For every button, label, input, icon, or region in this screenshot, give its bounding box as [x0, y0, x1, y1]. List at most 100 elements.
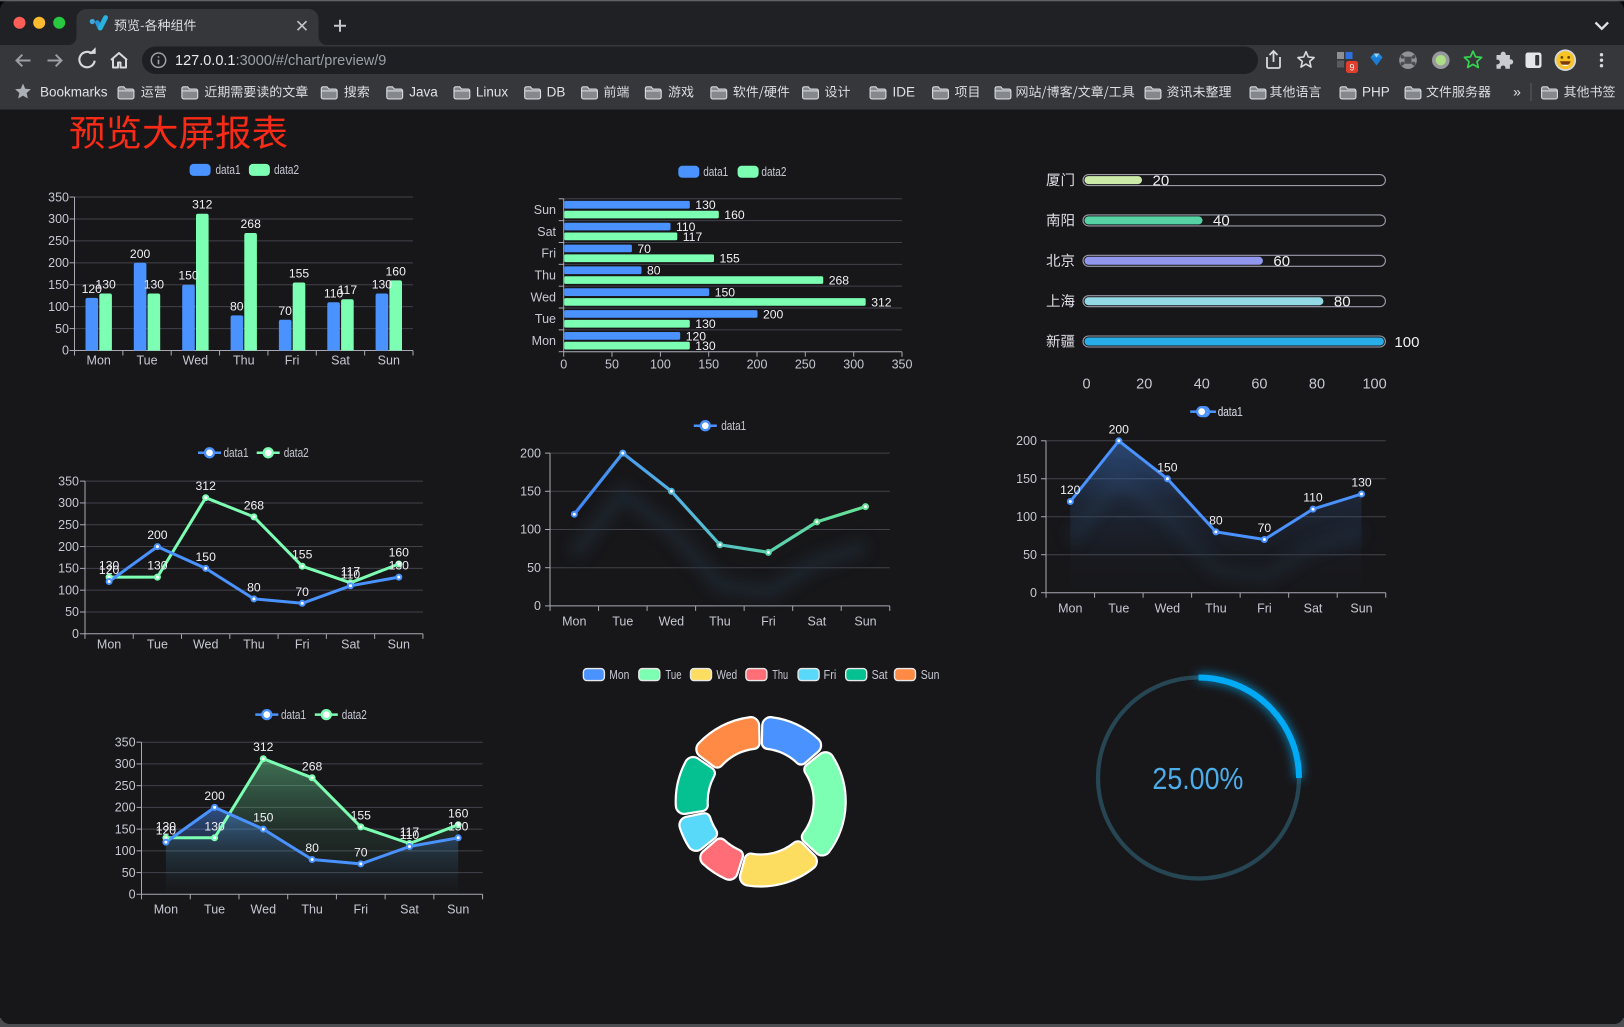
- svg-text:20: 20: [1136, 376, 1152, 392]
- svg-text:Fri: Fri: [541, 247, 556, 261]
- svg-text:data2: data2: [761, 165, 786, 179]
- svg-text:250: 250: [58, 518, 79, 532]
- svg-text:Mon: Mon: [154, 903, 178, 917]
- svg-text:160: 160: [389, 546, 410, 560]
- svg-text:Fri: Fri: [354, 903, 369, 917]
- svg-text:150: 150: [253, 811, 274, 825]
- svg-text:100: 100: [520, 523, 541, 537]
- svg-text:40: 40: [1194, 376, 1210, 392]
- svg-text:130: 130: [95, 278, 116, 292]
- svg-text:80: 80: [230, 299, 244, 313]
- svg-text:150: 150: [178, 269, 199, 283]
- svg-text:268: 268: [829, 274, 850, 288]
- svg-text:Tue: Tue: [136, 354, 157, 368]
- svg-text:300: 300: [843, 358, 864, 372]
- svg-text:160: 160: [386, 264, 407, 278]
- svg-text:Fri: Fri: [761, 615, 776, 629]
- svg-text:Sun: Sun: [534, 203, 556, 217]
- svg-text:Java: Java: [409, 85, 438, 100]
- svg-text:100: 100: [650, 358, 671, 372]
- svg-text:268: 268: [244, 498, 265, 512]
- svg-text:60: 60: [1273, 253, 1290, 270]
- svg-text:130: 130: [372, 278, 393, 292]
- svg-text:Sun: Sun: [447, 903, 469, 917]
- svg-text:110: 110: [324, 286, 344, 300]
- svg-text:150: 150: [715, 286, 736, 300]
- svg-text:150: 150: [1157, 460, 1178, 474]
- svg-text:Wed: Wed: [183, 354, 209, 368]
- svg-text:Sat: Sat: [331, 354, 350, 368]
- svg-text:312: 312: [871, 295, 892, 309]
- svg-text:Mon: Mon: [562, 615, 586, 629]
- svg-text:50: 50: [55, 322, 69, 336]
- svg-text:130: 130: [204, 819, 225, 833]
- svg-text:Thu: Thu: [534, 269, 556, 283]
- svg-text:Fri: Fri: [824, 668, 837, 682]
- svg-text:Tue: Tue: [1108, 602, 1129, 616]
- svg-text:data1: data1: [703, 165, 728, 179]
- svg-text:70: 70: [354, 845, 368, 859]
- svg-text:150: 150: [48, 278, 69, 292]
- svg-text:80: 80: [647, 264, 661, 278]
- svg-text:Wed: Wed: [1155, 602, 1181, 616]
- svg-text:130: 130: [695, 317, 716, 331]
- svg-text:155: 155: [292, 548, 313, 562]
- svg-text:0: 0: [72, 627, 79, 641]
- svg-text:250: 250: [48, 234, 69, 248]
- svg-text:Fri: Fri: [1257, 602, 1272, 616]
- svg-text:Wed: Wed: [193, 638, 219, 652]
- svg-text:DB: DB: [547, 85, 566, 100]
- svg-text:117: 117: [683, 230, 703, 244]
- svg-text:Linux: Linux: [476, 85, 509, 100]
- svg-text:0: 0: [534, 599, 541, 613]
- svg-text:80: 80: [1334, 294, 1351, 311]
- svg-text:127.0.0.1: 127.0.0.1: [175, 53, 235, 69]
- svg-text:50: 50: [527, 561, 541, 575]
- svg-text:150: 150: [58, 562, 79, 576]
- svg-text::3000/#/chart/preview/9: :3000/#/chart/preview/9: [236, 53, 387, 69]
- svg-text:120: 120: [99, 563, 120, 577]
- svg-text:200: 200: [1109, 422, 1130, 436]
- svg-text:Mon: Mon: [609, 668, 629, 682]
- svg-text:data1: data1: [281, 708, 306, 722]
- svg-text:110: 110: [400, 828, 420, 842]
- svg-text:Sun: Sun: [854, 615, 876, 629]
- svg-text:Thu: Thu: [243, 638, 265, 652]
- svg-text:50: 50: [605, 358, 619, 372]
- svg-text:150: 150: [1016, 472, 1037, 486]
- svg-text:Bookmarks: Bookmarks: [40, 85, 108, 100]
- svg-text:Mon: Mon: [532, 334, 556, 348]
- svg-text:117: 117: [400, 825, 420, 839]
- svg-text:130: 130: [1351, 476, 1372, 490]
- svg-text:130: 130: [389, 559, 410, 573]
- svg-text:Tue: Tue: [535, 312, 556, 326]
- svg-text:100: 100: [1362, 376, 1386, 392]
- svg-text:Fri: Fri: [285, 354, 300, 368]
- svg-text:IDE: IDE: [893, 85, 916, 100]
- svg-text:130: 130: [99, 559, 120, 573]
- svg-text:Tue: Tue: [204, 903, 225, 917]
- svg-text:Wed: Wed: [251, 903, 277, 917]
- svg-text:200: 200: [204, 789, 225, 803]
- svg-text:268: 268: [241, 217, 262, 231]
- svg-text:Sun: Sun: [378, 354, 400, 368]
- svg-text:»: »: [1513, 84, 1521, 100]
- svg-text:Thu: Thu: [772, 668, 788, 682]
- svg-text:9: 9: [1349, 63, 1354, 73]
- svg-text:Thu: Thu: [233, 354, 255, 368]
- svg-text:100: 100: [1016, 510, 1037, 524]
- svg-text:data2: data2: [274, 163, 299, 177]
- svg-text:120: 120: [156, 824, 177, 838]
- svg-text:200: 200: [48, 256, 69, 270]
- svg-text:70: 70: [278, 304, 292, 318]
- svg-text:0: 0: [560, 358, 567, 372]
- svg-text:350: 350: [58, 474, 79, 488]
- svg-text:300: 300: [115, 757, 136, 771]
- svg-text:data1: data1: [216, 163, 241, 177]
- svg-text:Fri: Fri: [295, 638, 310, 652]
- svg-text:Wed: Wed: [716, 668, 737, 682]
- svg-text:200: 200: [130, 247, 151, 261]
- svg-text:150: 150: [698, 358, 719, 372]
- svg-text:Wed: Wed: [659, 615, 685, 629]
- svg-text:Sat: Sat: [537, 225, 556, 239]
